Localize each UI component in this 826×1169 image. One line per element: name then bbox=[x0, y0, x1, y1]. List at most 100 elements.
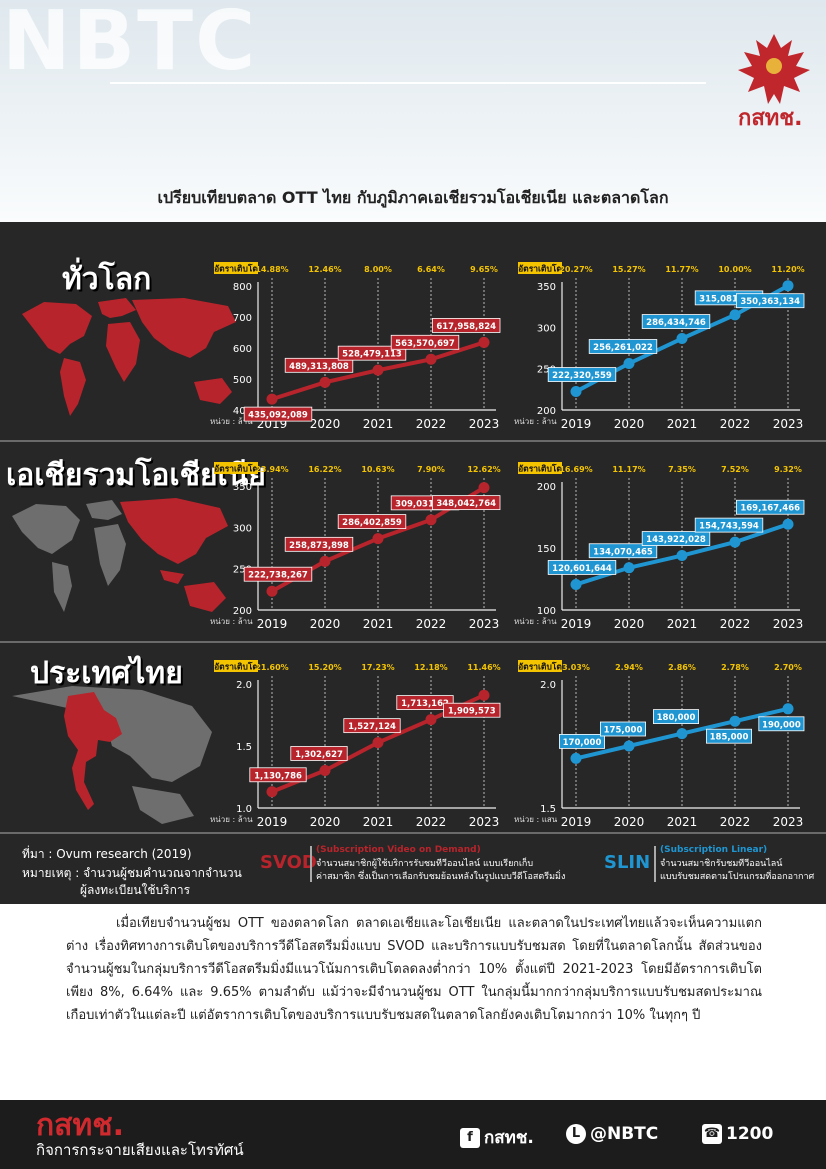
data-point bbox=[676, 728, 688, 740]
data-label: 170,000 bbox=[563, 738, 602, 748]
data-point bbox=[319, 376, 331, 388]
facebook-link[interactable]: f กสทช. bbox=[460, 1124, 534, 1151]
growth-rate-value: 9.65% bbox=[470, 265, 498, 274]
growth-rate-badge bbox=[214, 660, 258, 672]
data-label-box bbox=[396, 695, 454, 710]
phone-icon: ☎ bbox=[702, 1124, 722, 1144]
x-tick-label: 2019 bbox=[257, 815, 288, 829]
data-label: 175,000 bbox=[604, 726, 643, 736]
growth-rate-value: 21.60% bbox=[255, 663, 288, 672]
data-label: 1,527,124 bbox=[348, 722, 396, 732]
data-label: 1,302,627 bbox=[295, 750, 343, 760]
page-title: เปรียบเทียบตลาด OTT ไทย กับภูมิภาคเอเชีย… bbox=[157, 188, 669, 207]
legend-divider bbox=[310, 846, 312, 882]
growth-rate-value: 17.23% bbox=[361, 663, 394, 672]
garuda-emblem-icon bbox=[738, 34, 810, 104]
data-label: 134,070,465 bbox=[593, 547, 653, 557]
growth-rate-value: 11.77% bbox=[665, 265, 698, 274]
x-tick-label: 2023 bbox=[773, 815, 804, 829]
line-icon: L bbox=[566, 1124, 586, 1144]
growth-rate-badge bbox=[214, 262, 258, 274]
growth-rate-value: 7.35% bbox=[668, 465, 696, 474]
data-point bbox=[676, 550, 688, 562]
asia-oceania-map-icon bbox=[12, 498, 228, 612]
legend-divider bbox=[654, 846, 656, 882]
watermark: NBTC bbox=[2, 0, 258, 89]
data-label-box bbox=[249, 767, 307, 783]
data-point bbox=[319, 555, 331, 567]
data-label-box bbox=[284, 357, 354, 373]
data-label: 435,092,089 bbox=[248, 411, 308, 421]
data-label: 309,031,654 bbox=[395, 499, 455, 509]
growth-rate-value: 23.94% bbox=[255, 465, 288, 474]
data-label: 286,402,859 bbox=[342, 518, 402, 528]
growth-rate-value: 3.03% bbox=[562, 663, 590, 672]
world-map-icon bbox=[22, 298, 236, 416]
growth-rate-value: 2.94% bbox=[615, 663, 643, 672]
x-tick-label: 2023 bbox=[773, 417, 804, 431]
data-label: 489,313,808 bbox=[289, 362, 349, 372]
data-point bbox=[478, 336, 490, 348]
data-point bbox=[623, 357, 635, 369]
growth-rate-label: อัตราเติบโต bbox=[518, 264, 562, 275]
data-label: 256,261,022 bbox=[593, 343, 653, 353]
data-label: 1,909,573 bbox=[448, 707, 496, 717]
region-divider bbox=[0, 440, 826, 442]
x-tick-label: 2021 bbox=[667, 617, 698, 631]
unit-label: หน่วย : ล้าน bbox=[514, 617, 557, 626]
data-label-box bbox=[284, 536, 354, 552]
data-label-box bbox=[652, 709, 699, 724]
data-label: 528,479,113 bbox=[342, 350, 402, 360]
data-label: 350,363,134 bbox=[740, 297, 800, 307]
x-tick-label: 2021 bbox=[363, 617, 394, 631]
growth-rate-value: 14.88% bbox=[255, 265, 288, 274]
unit-label: หน่วย : ล้าน bbox=[210, 815, 253, 824]
growth-rate-value: 11.46% bbox=[467, 663, 500, 672]
note-text-2: ผู้ลงทะเบียนใช้บริการ bbox=[80, 883, 191, 897]
data-point bbox=[570, 578, 582, 590]
footer-logo: กสทช. bbox=[36, 1108, 125, 1143]
region-label-world: ทั่วโลก bbox=[62, 262, 152, 297]
x-tick-label: 2023 bbox=[773, 617, 804, 631]
data-point bbox=[729, 309, 741, 321]
y-tick-label: 700 bbox=[233, 313, 252, 324]
x-tick-label: 2020 bbox=[310, 617, 341, 631]
legend-svod-abbr: SVOD bbox=[260, 852, 317, 873]
x-tick-label: 2023 bbox=[469, 815, 500, 829]
y-tick-label: 1.5 bbox=[236, 742, 252, 753]
phone-link[interactable]: ☎ 1200 bbox=[702, 1124, 774, 1144]
unit-label: หน่วย : ล้าน bbox=[210, 617, 253, 626]
x-tick-label: 2023 bbox=[469, 417, 500, 431]
data-label-box bbox=[588, 339, 658, 354]
unit-label: หน่วย : ล้าน bbox=[514, 417, 557, 426]
y-tick-label: 500 bbox=[233, 375, 252, 386]
line-link[interactable]: L @NBTC bbox=[566, 1124, 658, 1144]
source-text: ที่มา : Ovum research (2019) bbox=[22, 847, 192, 861]
y-tick-label: 1.5 bbox=[540, 804, 556, 815]
data-point bbox=[782, 703, 794, 715]
y-tick-label: 300 bbox=[537, 323, 556, 334]
data-label-box bbox=[600, 721, 647, 737]
x-tick-label: 2022 bbox=[720, 417, 751, 431]
growth-rate-badge bbox=[518, 462, 562, 474]
growth-rate-value: 15.20% bbox=[308, 663, 341, 672]
data-label-box bbox=[431, 495, 501, 511]
growth-rate-label: อัตราเติบโต bbox=[214, 264, 258, 275]
growth-rate-value: 11.17% bbox=[612, 465, 645, 474]
growth-rate-value: 10.63% bbox=[361, 465, 394, 474]
data-point bbox=[623, 562, 635, 574]
legend-slin-line2: แบบรับชมสดตามโปรแกรมที่ออกอากาศ bbox=[660, 872, 815, 882]
data-label-box bbox=[390, 334, 460, 350]
data-label-box bbox=[559, 734, 606, 749]
x-tick-label: 2020 bbox=[614, 617, 645, 631]
footer-subtitle: กิจการกระจายเสียงและโทรทัศน์ bbox=[36, 1141, 244, 1159]
x-tick-label: 2020 bbox=[614, 417, 645, 431]
y-tick-label: 800 bbox=[233, 282, 252, 293]
data-label: 315,081,666 bbox=[699, 294, 759, 304]
x-tick-label: 2021 bbox=[667, 417, 698, 431]
growth-rate-value: 15.27% bbox=[612, 265, 645, 274]
data-label: 120,601,644 bbox=[552, 564, 612, 574]
region-label-thailand: ประเทศไทย bbox=[30, 656, 183, 691]
x-tick-label: 2022 bbox=[416, 617, 447, 631]
